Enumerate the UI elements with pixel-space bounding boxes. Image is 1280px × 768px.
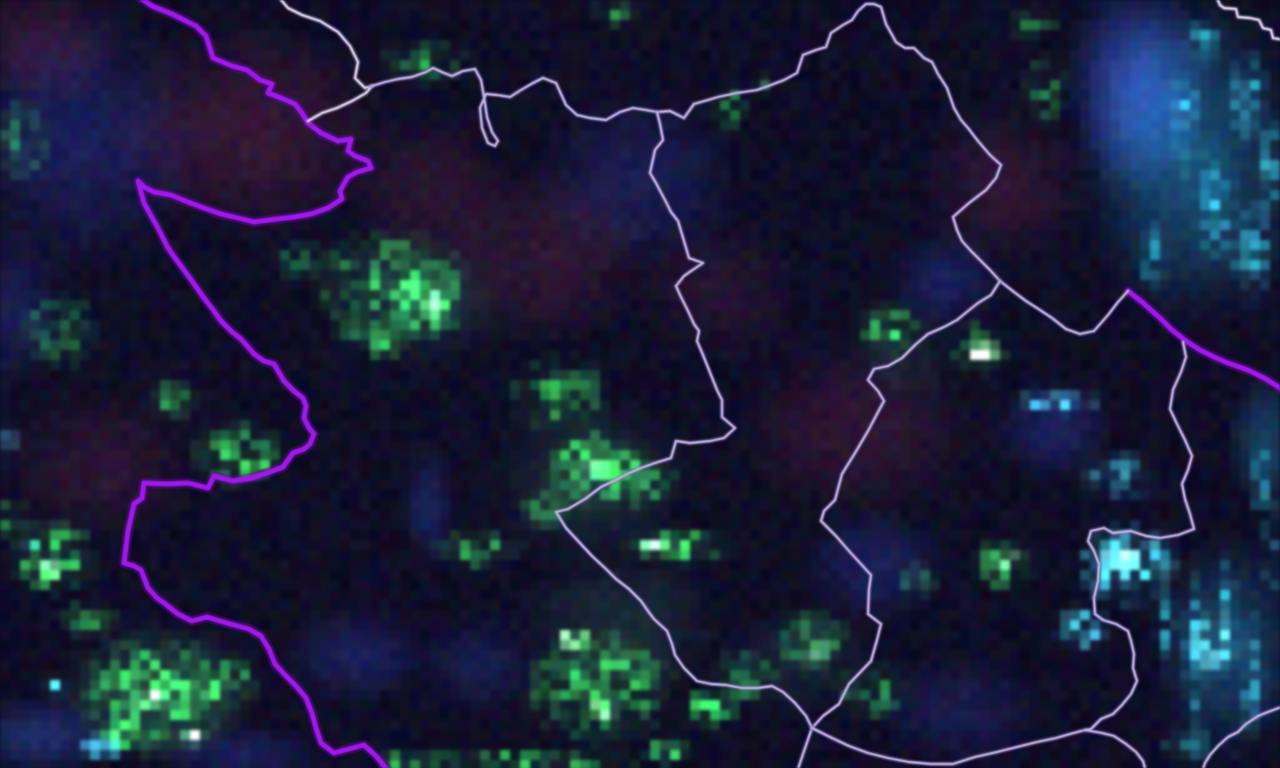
boundary-line-district-border-se-corner — [1202, 706, 1280, 768]
boundary-line-district-border-central-east — [797, 279, 1002, 768]
boundary-line-district-border-south — [810, 726, 1087, 766]
boundary-line-national-border-west — [119, 0, 393, 768]
boundary-line-district-border-nw — [277, 0, 375, 91]
boundary-line-district-border-ne-corner — [1216, 0, 1280, 41]
boundary-line-national-border-east — [1125, 288, 1280, 391]
boundary-line-district-border-southeast — [1082, 339, 1197, 768]
boundary-line-national-border-west — [121, 0, 390, 768]
boundary-line-district-border-nw — [279, 0, 374, 90]
boundary-line-national-border-east — [1123, 286, 1280, 394]
boundary-line-district-border-north — [369, 1, 1131, 337]
boundary-line-district-border-se-corner — [1200, 704, 1280, 768]
boundary-line-district-border-south — [809, 725, 1088, 767]
boundary-line-district-border-north — [370, 2, 1130, 336]
boundary-line-district-border-southeast — [1083, 340, 1196, 768]
boundary-line-district-border-ne-corner — [1214, 0, 1280, 43]
boundary-line-district-border-central — [553, 109, 815, 731]
boundary-line-district-border-central — [554, 110, 814, 730]
boundary-line-district-border-central-east — [795, 278, 1003, 768]
boundary-line-district-border-nw-spur — [306, 84, 374, 123]
